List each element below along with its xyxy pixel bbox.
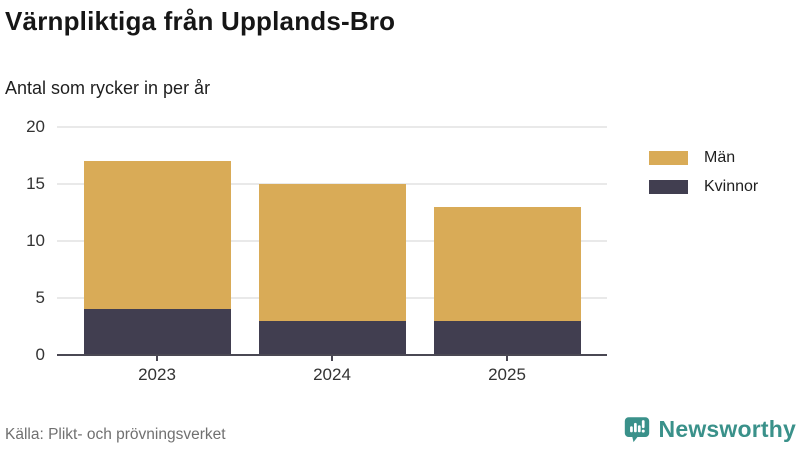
bar-segment-kvinnor-2024 — [258, 320, 406, 355]
legend-swatch-män — [649, 151, 688, 165]
bar-segment-män-2025 — [433, 206, 581, 321]
brand-name: Newsworthy — [658, 415, 796, 442]
logo-exclamation-line — [641, 420, 645, 429]
legend-item-kvinnor: Kvinnor — [649, 178, 758, 196]
gridline-15 — [57, 183, 607, 185]
legend-item-män: Män — [649, 149, 758, 167]
x-axis-baseline — [57, 353, 607, 356]
plot-area: 0 5 10 15 20 2023 2024 2025 — [26, 117, 607, 384]
x-tick-2025 — [506, 355, 508, 361]
bar-segment-män-2023 — [83, 161, 231, 310]
bar-segment-män-2024 — [258, 184, 406, 321]
brand-logo: Newsworthy — [622, 414, 796, 444]
gridline-20 — [57, 126, 607, 128]
newsworthy-speech-bubble-bar-chart-icon — [624, 417, 649, 443]
x-tick-label-2024: 2024 — [313, 365, 351, 384]
y-tick-label-20: 20 — [26, 117, 45, 136]
legend-label-kvinnor: Kvinnor — [704, 178, 759, 195]
page-title: Värnpliktiga från Upplands-Bro — [5, 6, 396, 36]
y-tick-label-15: 15 — [26, 174, 45, 193]
y-tick-label-5: 5 — [35, 288, 45, 307]
logo-exclamation-dot — [641, 429, 645, 433]
logo-bar-1 — [629, 426, 633, 433]
bar-segment-kvinnor-2023 — [83, 309, 231, 355]
legend-label-män: Män — [704, 149, 736, 166]
y-tick-label-10: 10 — [26, 231, 45, 250]
y-tick-label-0: 0 — [35, 345, 45, 364]
x-tick-label-2025: 2025 — [488, 365, 526, 384]
x-tick-label-2023: 2023 — [138, 365, 176, 384]
logo-bar-2 — [633, 422, 637, 433]
legend-swatch-kvinnor — [649, 180, 688, 194]
source-note: Källa: Plikt- och prövningsverket — [5, 426, 226, 443]
x-tick-2024 — [331, 355, 333, 361]
bar-segment-kvinnor-2025 — [433, 320, 581, 355]
legend: Män Kvinnor — [649, 149, 758, 196]
logo-bar-3 — [637, 425, 641, 433]
x-tick-2023 — [156, 355, 158, 361]
chart-subtitle: Antal som rycker in per år — [5, 78, 211, 98]
speech-bubble-shape — [624, 417, 649, 443]
